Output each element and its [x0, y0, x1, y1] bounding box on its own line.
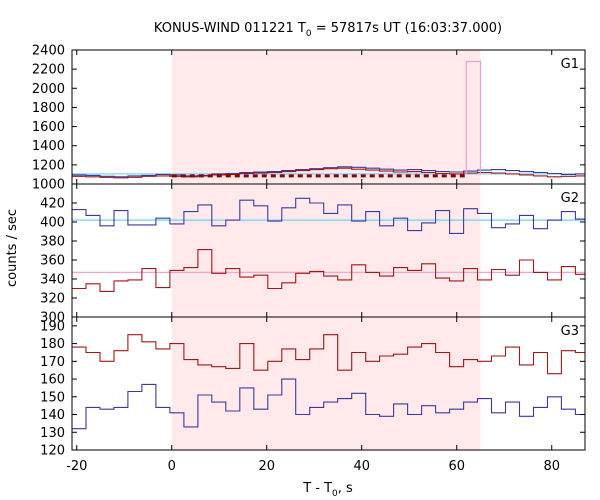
x-axis-title: T - T0, s [302, 481, 353, 499]
series-blue-g1 [72, 166, 585, 178]
axis-ticks [72, 49, 585, 451]
y-tick-label-g1: 1400 [32, 139, 65, 154]
y-tick-label-g3: 120 [40, 444, 65, 459]
y-tick-label-g2: 360 [40, 254, 65, 269]
x-axis-title-main: T - T [302, 481, 332, 496]
y-tick-label-g1: 1000 [32, 178, 65, 193]
tick-labels: 10001200140016001800200022002400G1300320… [32, 44, 579, 475]
y-tick-label-g1: 1800 [32, 101, 65, 116]
series-red-g2 [72, 249, 585, 292]
x-tick-label: -20 [66, 459, 87, 474]
y-tick-label-g3: 160 [40, 373, 65, 388]
y-tick-label-g2: 320 [40, 292, 65, 307]
chart-title-subscript: 0 [306, 29, 312, 39]
y-tick-label-g1: 2000 [32, 82, 65, 97]
count-rate-series [72, 60, 585, 430]
panel-frame-g3 [71, 316, 586, 451]
y-axis-title: counts / sec [5, 209, 20, 287]
x-axis-title-rest: , s [338, 481, 353, 496]
spike-g1 [465, 60, 482, 174]
panel-label-g2: G2 [561, 191, 579, 206]
y-tick-label-g1: 1200 [32, 158, 65, 173]
x-tick-label: 0 [168, 459, 176, 474]
series-blue-g2 [72, 197, 585, 234]
y-tick-label-g1: 2400 [32, 44, 65, 59]
chart-title-rest: = 57817s UT (16:03:37.000) [312, 21, 502, 36]
panel-frames [71, 49, 586, 451]
y-tick-label-g3: 130 [40, 426, 65, 441]
series-blue-g3 [72, 378, 585, 430]
y-tick-label-g2: 420 [40, 197, 65, 212]
y-tick-label-g2: 400 [40, 216, 65, 231]
x-tick-label: 60 [448, 459, 465, 474]
y-tick-label-g2: 340 [40, 273, 65, 288]
y-tick-label-g1: 1600 [32, 120, 65, 135]
highlight-band-g1 [171, 50, 481, 184]
chart-title-main: KONUS-WIND 011221 T [154, 21, 306, 36]
chart-title: KONUS-WIND 011221 T0 = 57817s UT (16:03:… [154, 21, 502, 39]
panel-label-g3: G3 [561, 324, 579, 339]
y-tick-label-g2: 300 [40, 311, 65, 326]
y-tick-label-g3: 190 [40, 319, 65, 334]
y-tick-label-g3: 180 [40, 337, 65, 352]
y-tick-label-g3: 140 [40, 408, 65, 423]
panel-label-g1: G1 [561, 57, 579, 72]
highlight-band-g3 [171, 317, 481, 450]
highlight-band-g2 [171, 184, 481, 317]
series-red-g3 [72, 334, 585, 375]
y-tick-label-g3: 150 [40, 390, 65, 405]
x-tick-label: 80 [543, 459, 560, 474]
burst-interval-highlight [171, 50, 481, 450]
y-tick-label-g1: 2200 [32, 63, 65, 78]
y-tick-label-g3: 170 [40, 355, 65, 370]
series-red-g1 [72, 167, 585, 179]
x-tick-label: 20 [258, 459, 275, 474]
x-axis-title-subscript: 0 [332, 489, 338, 499]
x-tick-label: 40 [353, 459, 370, 474]
y-tick-label-g2: 380 [40, 235, 65, 250]
